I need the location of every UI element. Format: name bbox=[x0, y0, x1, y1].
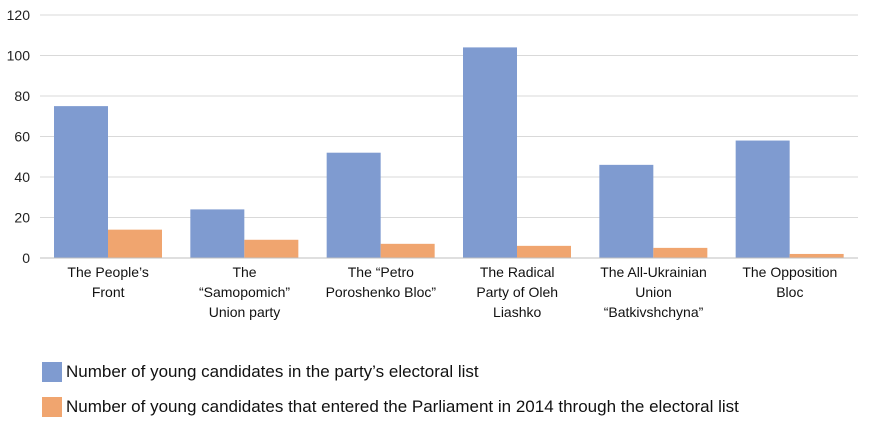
category-label: The Opposition Bloc bbox=[742, 264, 837, 300]
legend-item-series-1: Number of young candidates in the party’… bbox=[42, 362, 479, 382]
category-label: The People’s Front bbox=[67, 264, 148, 300]
bar-series1-cat3 bbox=[326, 152, 381, 258]
bar-series1-cat4 bbox=[463, 47, 517, 259]
bar-series2-cat6 bbox=[789, 253, 844, 258]
y-tick-label: 100 bbox=[7, 48, 31, 64]
y-tick-label: 120 bbox=[7, 7, 31, 23]
y-tick-label: 20 bbox=[14, 210, 30, 226]
bar-series1-cat2 bbox=[190, 209, 245, 258]
y-tick-label: 0 bbox=[22, 250, 30, 266]
bars bbox=[54, 47, 844, 259]
bar-series2-cat2 bbox=[244, 239, 299, 258]
bar-series2-cat3 bbox=[380, 243, 435, 258]
legend-item-series-2: Number of young candidates that entered … bbox=[42, 397, 739, 417]
legend-swatch-series-1 bbox=[42, 362, 62, 382]
legend-label-series-1: Number of young candidates in the party’… bbox=[66, 362, 479, 381]
bar-series1-cat6 bbox=[735, 140, 790, 258]
category-label: The “Samopomich” Union party bbox=[199, 264, 290, 320]
category-label: The “Petro Poroshenko Bloc” bbox=[326, 264, 437, 300]
y-tick-label: 80 bbox=[14, 88, 30, 104]
bar-series2-cat5 bbox=[653, 247, 708, 258]
category-label: The Radical Party of Oleh Liashko bbox=[476, 264, 558, 320]
bar-series1-cat1 bbox=[54, 106, 108, 258]
legend-swatch-series-2 bbox=[42, 397, 62, 417]
bar-series2-cat4 bbox=[517, 245, 571, 258]
bar-series2-cat1 bbox=[108, 229, 162, 258]
category-labels: The People’s Front The “Samopomich” Union pa… bbox=[67, 264, 837, 320]
gridlines bbox=[40, 14, 858, 218]
y-axis-ticks: 0 20 40 60 80 100 120 bbox=[7, 7, 31, 266]
y-tick-label: 60 bbox=[14, 129, 30, 145]
category-label: The All-Ukrainian Union “Batkivshchyna” bbox=[600, 264, 707, 320]
y-tick-label: 40 bbox=[14, 169, 30, 185]
bar-series1-cat5 bbox=[599, 164, 654, 258]
legend-label-series-2: Number of young candidates that entered … bbox=[66, 397, 739, 416]
bar-chart: 0 20 40 60 80 100 120 The People’s Front The “Sam… bbox=[7, 7, 858, 320]
